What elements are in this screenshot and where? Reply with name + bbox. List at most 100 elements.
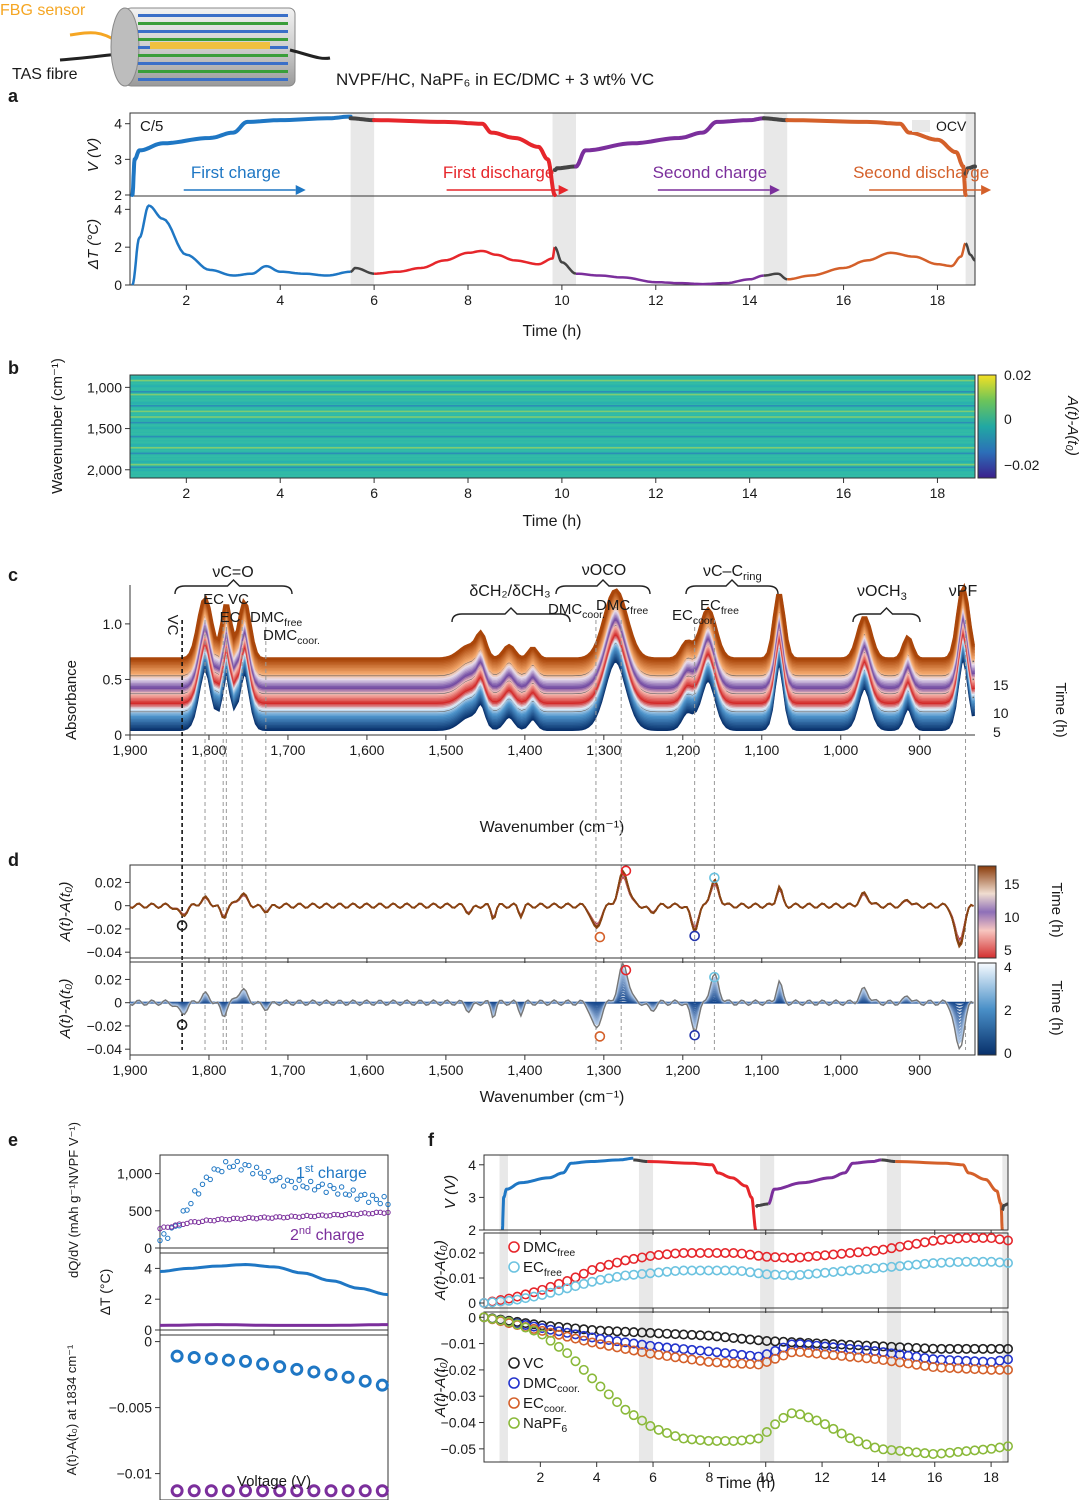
scatter-point	[903, 1342, 914, 1353]
scatter-point	[385, 1201, 391, 1208]
scatter-point	[969, 1256, 980, 1267]
scatter-point	[373, 1196, 380, 1203]
scatter-point	[695, 1355, 706, 1366]
scatter-point	[587, 1276, 598, 1287]
x-tick-label: 4	[593, 1469, 601, 1485]
difference-marker	[594, 931, 606, 943]
voltage-line	[767, 1158, 882, 1206]
scatter-point	[761, 1427, 772, 1438]
x-tick-label: 8	[705, 1469, 713, 1485]
annotation-label: νC=O	[212, 564, 253, 581]
scatter-point	[728, 1332, 739, 1343]
scatter-point	[919, 1343, 930, 1354]
segment-label: First charge	[191, 163, 281, 182]
x-tick-label: 16	[836, 485, 852, 501]
voltage-line-second-discharge	[785, 118, 968, 197]
scatter-point	[350, 1187, 356, 1193]
fbg-sensor-label: FBG sensor	[0, 2, 86, 19]
scatter-point	[308, 1178, 314, 1185]
voltage-line-ocv-2	[552, 164, 578, 172]
panel-a-label: a	[8, 86, 19, 106]
scatter-point	[986, 1256, 997, 1267]
plot-frame	[129, 112, 976, 286]
colorbar-tick-label: −0.02	[1004, 457, 1040, 473]
y-tick-label: 2	[114, 239, 122, 255]
electrode-stripe	[138, 22, 288, 25]
heatmap-band	[130, 388, 975, 390]
scatter-point	[686, 1265, 697, 1276]
heatmap-band	[130, 377, 975, 379]
segment-arrowhead	[769, 185, 780, 195]
x-tick-label: 2	[536, 1469, 544, 1485]
scatter-point	[670, 1329, 681, 1340]
heatmap-band	[130, 393, 975, 396]
x-tick-label: 10	[554, 292, 570, 308]
y-tick-label: 0	[144, 1334, 152, 1350]
heatmap-band	[130, 469, 975, 471]
difference-spectrum	[129, 871, 974, 946]
x-tick-label: 2	[182, 292, 190, 308]
difference-spectrum	[129, 988, 974, 1020]
scatter-point	[853, 1264, 864, 1275]
x-tick-label: 8	[464, 292, 472, 308]
voltage-line	[500, 1156, 634, 1231]
plot-frame	[483, 1232, 1009, 1309]
y-tick-label: 0	[144, 1240, 152, 1256]
scatter-point	[257, 1170, 264, 1176]
scatter-point	[919, 1448, 930, 1459]
panel-c-absorbance-spectra: 0 0.5 1.0 1,900 1,800 1,700 1,600 1,500 1,400 1,3…	[63, 562, 1069, 1050]
scatter-point	[265, 1168, 271, 1175]
scatter-point	[195, 1191, 202, 1197]
scatter-point	[961, 1233, 972, 1244]
scatter-point	[273, 1214, 279, 1220]
scatter-point	[720, 1357, 731, 1368]
heatmap-band	[130, 416, 975, 418]
difference-spectrum-reference	[129, 962, 974, 1051]
scatter-point	[308, 1213, 314, 1219]
scatter-point	[612, 1271, 623, 1282]
scatter-point	[256, 1484, 270, 1498]
segment-arrowhead	[558, 185, 569, 195]
scatter-point	[307, 1365, 321, 1379]
x-axis-title: Time (h)	[523, 323, 582, 340]
x-tick-label: 14	[742, 292, 758, 308]
heatmap-band	[130, 441, 975, 443]
scatter-point	[778, 1412, 789, 1423]
scatter-point	[161, 1231, 167, 1237]
legend-label: ECfree	[523, 1259, 562, 1279]
colorbar-tick-label: 4	[1004, 959, 1012, 975]
panel-f-label: f	[428, 1130, 434, 1150]
scatter-point	[165, 1224, 171, 1230]
temperature-line-first-charge	[131, 204, 351, 286]
scatter-point	[545, 1287, 556, 1298]
scatter-point	[661, 1428, 672, 1439]
scatter-point	[986, 1343, 997, 1354]
scatter-point	[736, 1248, 747, 1259]
difference-spectrum	[129, 869, 974, 949]
scatter-point	[803, 1412, 814, 1423]
scatter-point	[365, 1199, 372, 1205]
x-tick-label: 1,200	[665, 742, 700, 758]
scatter-point	[811, 1250, 822, 1261]
heatmap-band	[130, 391, 975, 393]
heatmap-band	[130, 447, 975, 449]
scatter-point	[803, 1269, 814, 1280]
scatter-point	[273, 1360, 287, 1374]
scatter-point	[828, 1249, 839, 1260]
scatter-point	[545, 1281, 556, 1292]
scatter-point	[350, 1211, 356, 1217]
scatter-point	[703, 1356, 714, 1367]
x-tick-label: 12	[648, 292, 664, 308]
x-tick-label: 14	[871, 1469, 887, 1485]
temperature-line-first-discharge	[374, 246, 556, 275]
y-tick-label: −0.02	[87, 1018, 123, 1034]
x-tick-label: 1,600	[349, 1062, 384, 1078]
scatter-point	[315, 1183, 322, 1190]
scatter-point	[628, 1269, 639, 1280]
plot-frame	[159, 1252, 389, 1331]
temperature-line-ocv-4	[964, 242, 976, 262]
scatter-point	[545, 1335, 556, 1346]
legend-label: ECcoor.	[523, 1395, 567, 1415]
scatter-point	[562, 1275, 573, 1286]
scatter-point	[861, 1246, 872, 1257]
